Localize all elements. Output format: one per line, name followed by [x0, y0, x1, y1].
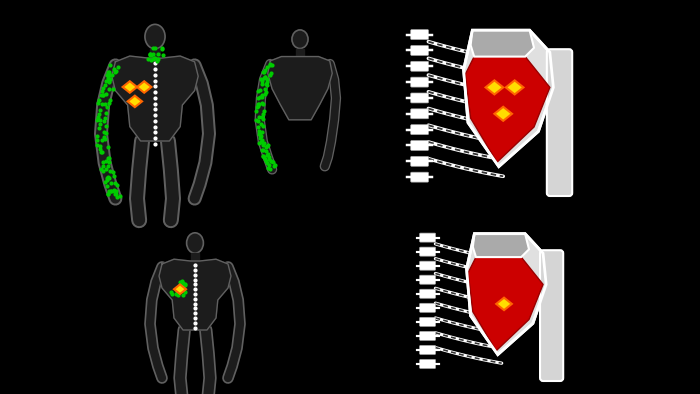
Ellipse shape [292, 30, 308, 48]
Polygon shape [122, 81, 137, 93]
FancyBboxPatch shape [411, 30, 428, 39]
Polygon shape [486, 80, 503, 95]
Polygon shape [470, 30, 534, 57]
Polygon shape [127, 96, 142, 107]
Polygon shape [466, 57, 550, 162]
Polygon shape [159, 259, 231, 330]
FancyBboxPatch shape [540, 250, 564, 381]
Ellipse shape [145, 24, 165, 49]
Polygon shape [506, 80, 524, 95]
FancyBboxPatch shape [411, 45, 428, 56]
FancyBboxPatch shape [411, 93, 428, 103]
FancyBboxPatch shape [411, 61, 428, 71]
FancyBboxPatch shape [419, 359, 435, 368]
FancyBboxPatch shape [419, 346, 435, 355]
FancyBboxPatch shape [411, 172, 428, 182]
Polygon shape [150, 49, 160, 58]
Polygon shape [468, 257, 543, 351]
FancyBboxPatch shape [419, 303, 435, 312]
Polygon shape [174, 284, 186, 294]
FancyBboxPatch shape [419, 317, 435, 326]
Polygon shape [463, 30, 554, 167]
Ellipse shape [187, 233, 204, 253]
FancyBboxPatch shape [547, 49, 572, 196]
Polygon shape [494, 107, 512, 121]
FancyBboxPatch shape [419, 289, 435, 298]
FancyBboxPatch shape [419, 331, 435, 340]
Polygon shape [467, 234, 546, 355]
Polygon shape [496, 297, 512, 310]
FancyBboxPatch shape [411, 77, 428, 87]
FancyBboxPatch shape [419, 275, 435, 284]
Polygon shape [137, 81, 151, 93]
Polygon shape [191, 253, 200, 261]
FancyBboxPatch shape [419, 247, 435, 256]
FancyBboxPatch shape [411, 141, 428, 151]
FancyBboxPatch shape [419, 261, 435, 270]
FancyBboxPatch shape [419, 233, 435, 242]
Polygon shape [268, 57, 332, 120]
Polygon shape [112, 56, 198, 141]
FancyBboxPatch shape [411, 125, 428, 135]
FancyBboxPatch shape [411, 109, 428, 119]
FancyBboxPatch shape [411, 156, 428, 166]
Polygon shape [295, 49, 304, 57]
Polygon shape [473, 234, 529, 257]
